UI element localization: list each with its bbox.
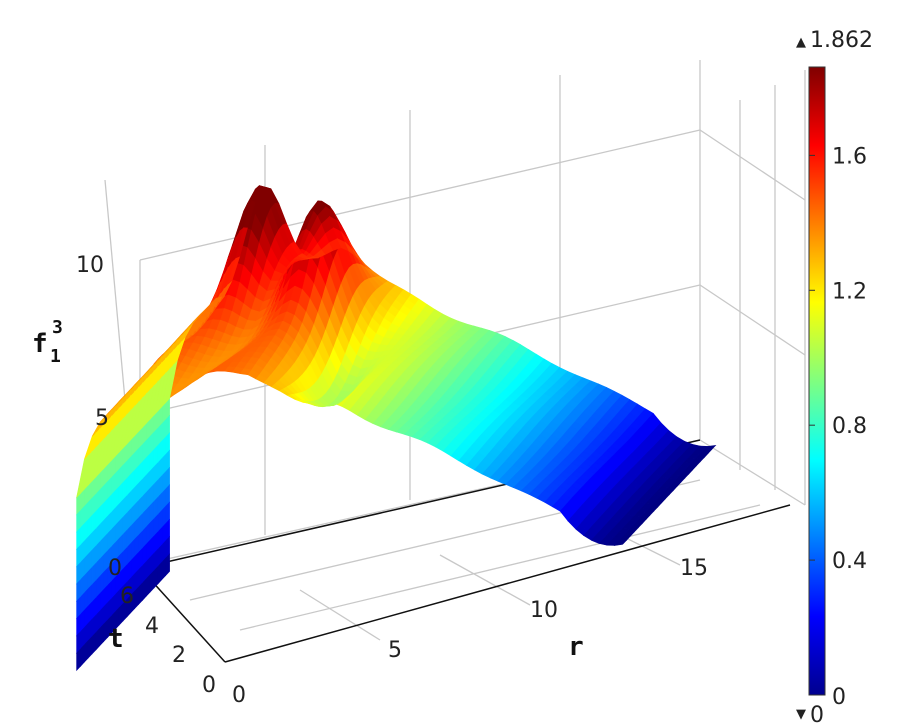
surface-skirt-patch xyxy=(103,619,108,643)
surface-skirt-patch xyxy=(80,644,85,668)
t-tick-label: 0 xyxy=(202,673,216,698)
colorbar-min-label: 0 xyxy=(810,703,824,727)
surface-skirt-patch xyxy=(157,561,163,585)
r-tick-label: 0 xyxy=(232,683,246,708)
t-axis-label: t xyxy=(108,624,124,654)
colorbar-max-marker: ▲ xyxy=(796,35,806,50)
surface-patch xyxy=(703,444,717,451)
surface-skirt-patch xyxy=(99,623,104,647)
z-tick-label: 5 xyxy=(95,406,109,431)
grid-line xyxy=(439,554,531,606)
colorbar-tick-label: 0.8 xyxy=(832,414,867,439)
surface-skirt-patch xyxy=(149,569,155,593)
floor-frame xyxy=(139,439,791,663)
grid-line xyxy=(139,129,701,261)
t-tick-label: 2 xyxy=(172,643,186,668)
surface-skirt-patch xyxy=(146,573,151,597)
z-axis-label-superscript: 3 xyxy=(52,317,63,338)
grid-line xyxy=(699,284,806,356)
z-axis-ticks: 0 5 10 xyxy=(76,253,122,581)
r-axis-label: r xyxy=(568,632,584,662)
z-tick-label: 0 xyxy=(108,556,122,581)
surface-skirt-patch xyxy=(134,586,139,610)
floor-edge xyxy=(224,504,791,663)
surface-plot xyxy=(76,185,717,672)
colorbar-tick-label: 0.4 xyxy=(832,549,867,574)
grid-line xyxy=(699,439,806,506)
colorbar-min-marker: ▼ xyxy=(796,707,806,722)
t-tick-label: 4 xyxy=(145,614,159,639)
t-axis-ticks: 0 2 4 6 xyxy=(120,584,216,698)
colorbar-tick-label: 0 xyxy=(832,685,846,710)
grid-line xyxy=(239,504,761,631)
colorbar: ▲ 1.862 ▼ 0 0.4 0.8 1.2 1.6 0 xyxy=(796,28,873,727)
r-tick-label: 5 xyxy=(388,638,402,663)
z-axis-label: f 1 3 xyxy=(32,317,63,367)
grid-line xyxy=(299,589,381,641)
z-axis-label-subscript: 1 xyxy=(50,346,61,367)
z-tick-label: 10 xyxy=(76,253,104,278)
r-tick-label: 10 xyxy=(530,598,558,623)
surface-skirt-patch xyxy=(91,631,97,655)
axis-grid xyxy=(104,60,806,641)
colorbar-gradient xyxy=(808,66,826,696)
surface-skirt-patch xyxy=(153,565,159,589)
r-axis-ticks: 0 5 10 15 xyxy=(232,556,708,708)
t-tick-label: 6 xyxy=(120,584,134,609)
surface-skirt-patch xyxy=(161,557,166,581)
colorbar-tick-label: 1.6 xyxy=(832,144,867,169)
r-tick-label: 15 xyxy=(680,556,708,581)
colorbar-ticks: 0.4 0.8 1.2 1.6 0 xyxy=(809,144,867,710)
surface-skirt-patch xyxy=(165,553,170,577)
grid-line xyxy=(699,129,806,201)
surface-skirt-patch xyxy=(84,639,89,663)
surface-skirt-patch xyxy=(87,635,93,659)
colorbar-tick-label: 1.2 xyxy=(832,279,867,304)
surface-skirt-patch xyxy=(95,627,101,651)
surface-skirt-patch xyxy=(76,648,81,672)
surface-skirt-patch xyxy=(138,582,143,606)
z-axis-label-main: f xyxy=(32,329,48,359)
colorbar-max-label: 1.862 xyxy=(810,28,873,53)
surface-skirt-patch xyxy=(142,578,147,602)
